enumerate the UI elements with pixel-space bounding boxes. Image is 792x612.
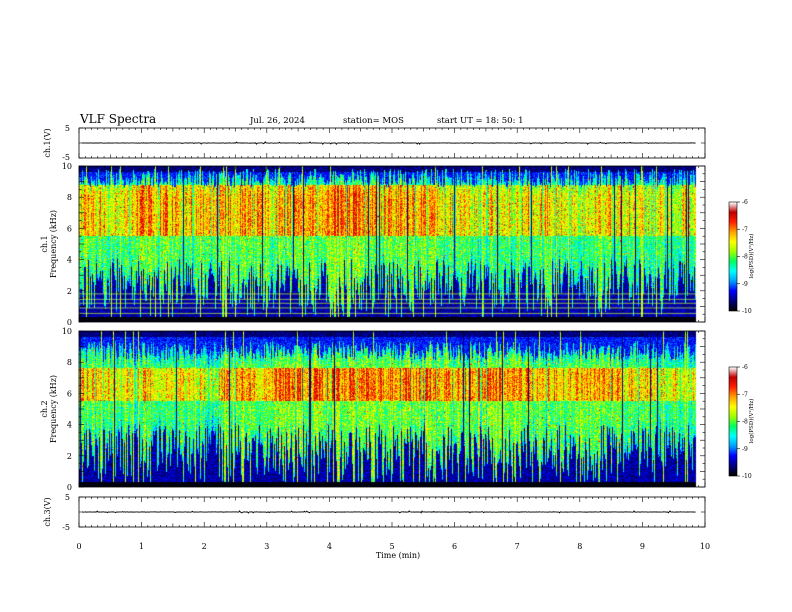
ch1-freq-ytick-label-8: 8 [67,193,72,202]
ch1-colorbar-ticks: -6 -7 -8 -9 -10 [737,199,752,315]
time-tick-label-8: 8 [577,542,582,551]
ch1-colorbar-tick-label--6: -6 [742,199,748,206]
time-tick-label-7: 7 [515,542,520,551]
ch1-spectrogram-ylabel-channel: ch.1 [40,235,49,252]
figure-header: VLF Spectra Jul. 26, 2024 station= MOS s… [79,112,524,126]
ch3-waveform-panel: 5 -5 ch.3(V) [43,493,706,532]
ch1-spectrogram-ticks [78,165,706,323]
ch2-freq-ytick-label-4: 4 [67,421,72,430]
ch2-colorbar-gradient [729,367,737,476]
p1-trace-line [81,140,696,146]
ch2-spectrogram-ylabel-frequency: Frequency (kHz) [49,375,58,443]
time-tick-label-0: 0 [76,542,81,551]
ch3-waveform-ylabel: ch.3(V) [43,497,52,526]
ch2-freq-ytick-label-2: 2 [67,452,72,461]
ch1-colorbar-tick-label--10: -10 [742,308,752,315]
ch2-colorbar-tick-label--6: -6 [742,364,748,371]
ch1-waveform-panel: 5 -5 ch.1(V) [43,124,706,162]
ch1-waveform-trace [79,127,705,159]
time-tick-label-10: 10 [700,542,710,551]
ch1-spectrogram-image [79,166,705,322]
start-time-label: start UT = 18: 50: 1 [437,116,524,126]
ch2-spectrogram-panel: 0 2 4 6 8 10 ch.2 Frequency (kHz) -6 -7 -8 -9 -10… [40,327,755,492]
ch2-spectrogram-ticks [78,330,706,488]
ch1-waveform-ylabel: ch.1(V) [43,128,52,157]
ch1-ytick-top: 5 [65,124,70,133]
time-tick-label-9: 9 [640,542,645,551]
time-tick-label-5: 5 [389,542,394,551]
time-tick-label-3: 3 [264,542,269,551]
ch1-freq-ytick-label-6: 6 [67,224,72,233]
p4-trace-line [81,510,696,514]
time-axis-label: Time (min) [376,551,420,560]
figure-title: VLF Spectra [79,112,156,126]
ch1-colorbar: -6 -7 -8 -9 -10 log(PSD)(V²/Hz) [728,199,755,315]
ch1-freq-ytick-label-0: 0 [67,318,72,327]
ch1-colorbar-gradient [729,202,737,311]
ch2-spectrogram-ylabel-channel: ch.2 [40,400,49,417]
ch3-waveform-ticks [78,497,706,527]
date-label: Jul. 26, 2024 [249,116,305,126]
time-tick-label-4: 4 [327,542,332,551]
ch2-colorbar: -6 -7 -8 -9 -10 log(PSD)(V²/Hz) [728,364,755,480]
ch2-spectrogram-image [79,331,705,487]
ch1-freq-ytick-label-4: 4 [67,256,72,265]
time-axis-tick-labels: 0 1 2 3 4 5 6 7 8 9 10 [76,542,710,551]
ch2-freq-ytick-label-0: 0 [67,483,72,492]
ch2-freq-ytick-label-8: 8 [67,358,72,367]
station-label: station= MOS [343,116,404,126]
ch1-colorbar-label: log(PSD)(V²/Hz) [748,234,755,279]
ch2-colorbar-tick-label--10: -10 [742,473,752,480]
ch1-freq-ytick-label-10: 10 [62,162,72,171]
ch2-colorbar-ticks: -6 -7 -8 -9 -10 [737,364,752,480]
ch3-ytick-bottom: -5 [62,523,70,532]
ch2-freq-ytick-label-10: 10 [62,327,72,336]
ch1-waveform-ticks [78,128,706,158]
time-tick-label-1: 1 [139,542,144,551]
ch1-colorbar-tick-label--7: -7 [742,226,748,233]
time-tick-label-6: 6 [452,542,457,551]
time-tick-label-2: 2 [202,542,207,551]
ch1-frequency-tick-labels: 0 2 4 6 8 10 [62,162,72,327]
ch1-freq-ytick-label-2: 2 [67,287,72,296]
ch2-colorbar-tick-label--7: -7 [742,391,748,398]
ch1-colorbar-tick-label--8: -8 [742,254,748,261]
ch2-frequency-tick-labels: 0 2 4 6 8 10 [62,327,72,492]
ch1-spectrogram-ylabel-frequency: Frequency (kHz) [49,210,58,278]
ch3-ytick-top: 5 [65,493,70,502]
ch2-colorbar-tick-label--9: -9 [742,446,748,453]
ch1-ytick-bottom: -5 [62,153,70,162]
ch2-freq-ytick-label-6: 6 [67,389,72,398]
ch2-colorbar-tick-label--8: -8 [742,419,748,426]
ch1-spectrogram-panel: 0 2 4 6 8 10 ch.1 Frequency (kHz) -6 -7 -8 -9 -10… [40,162,755,327]
ch2-colorbar-label: log(PSD)(V²/Hz) [748,399,755,444]
ch3-waveform-trace [79,496,705,528]
ch1-colorbar-tick-label--9: -9 [742,281,748,288]
